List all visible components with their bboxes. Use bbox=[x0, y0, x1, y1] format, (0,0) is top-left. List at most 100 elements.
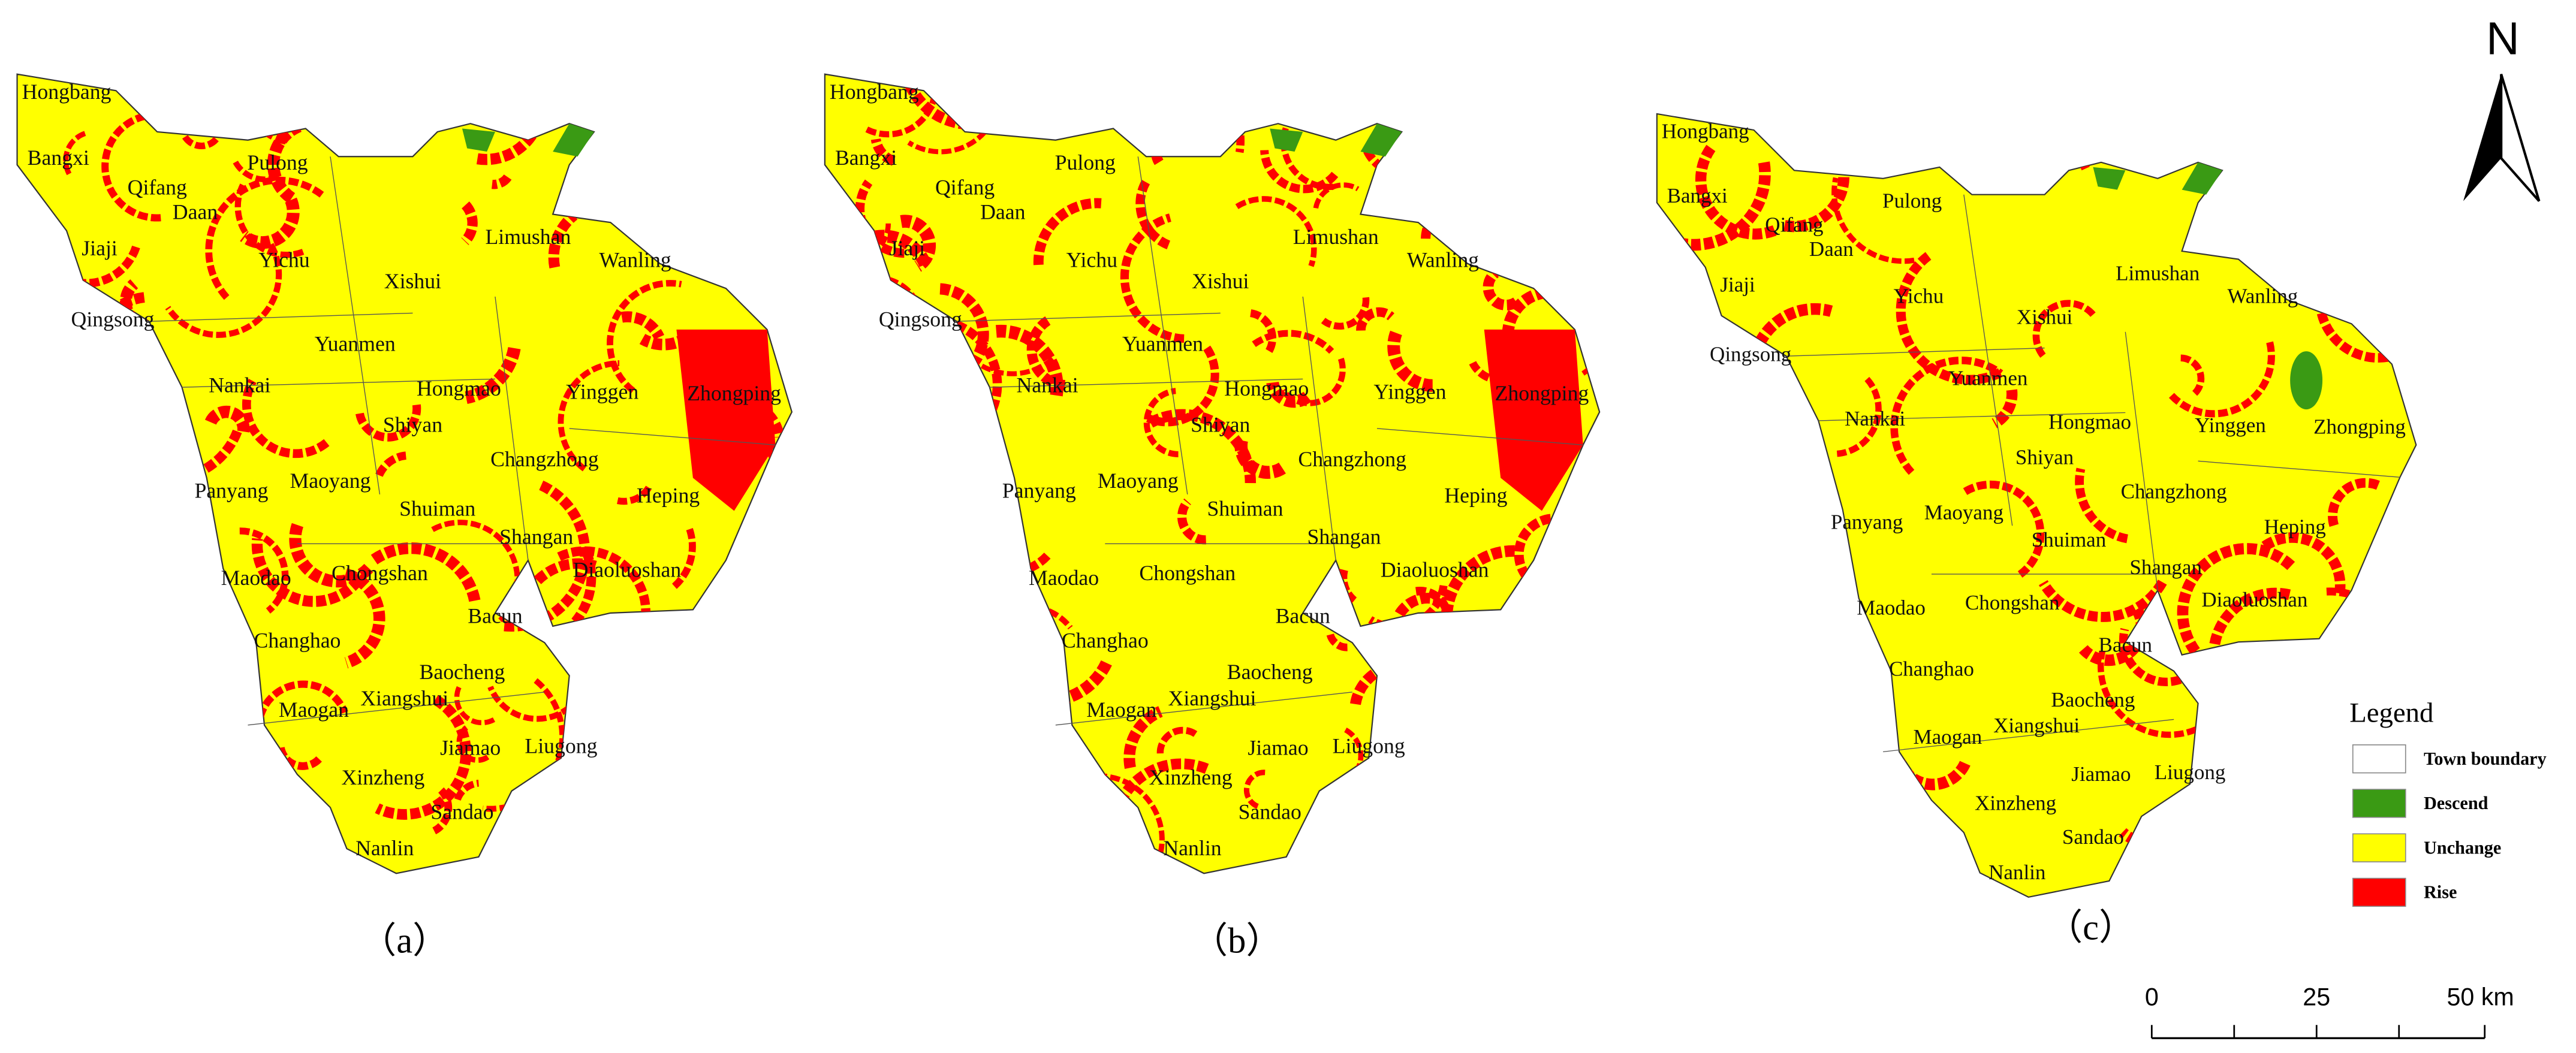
rise-patch bbox=[896, 777, 935, 834]
town-label: Panyang bbox=[1002, 478, 1076, 502]
rise-patch bbox=[1404, 764, 1446, 844]
town-label: Maoyang bbox=[290, 469, 370, 493]
town-label: Changhao bbox=[1889, 657, 1974, 681]
rise-patch bbox=[1156, 726, 1199, 754]
descend-patch bbox=[1270, 128, 1303, 152]
rise-patch bbox=[607, 280, 682, 394]
rise-patch bbox=[557, 93, 637, 126]
rise-patch bbox=[375, 695, 472, 820]
town-label: Maoyang bbox=[1924, 500, 2003, 524]
rise-patch bbox=[834, 365, 926, 415]
rise-patch bbox=[2328, 478, 2383, 527]
town-boundary bbox=[248, 692, 545, 726]
town-label: Yuanmen bbox=[1948, 367, 2027, 390]
rise-patch bbox=[2261, 532, 2346, 595]
town-label: Nankai bbox=[1845, 407, 1905, 430]
town-label: Hongbang bbox=[830, 80, 919, 104]
town-label: Pulong bbox=[1882, 189, 1942, 212]
descend-patch bbox=[2093, 167, 2126, 190]
rise-patch bbox=[63, 130, 89, 176]
rise-patch bbox=[46, 547, 110, 690]
rise-patch bbox=[871, 749, 982, 808]
rise-patch bbox=[461, 201, 478, 245]
town-label: Nanlin bbox=[355, 836, 414, 860]
rise-patch bbox=[107, 398, 153, 460]
rise-patch bbox=[180, 133, 219, 150]
rise-patch bbox=[1514, 74, 1572, 121]
rise-patch bbox=[1146, 345, 1219, 427]
rise-patch bbox=[1123, 706, 1163, 769]
scale-label: 0 bbox=[2145, 983, 2159, 1010]
rise-patch bbox=[1326, 633, 1348, 651]
town-label: Sandao bbox=[430, 800, 493, 824]
town-label: Diaoluoshan bbox=[2201, 588, 2307, 611]
rise-patch bbox=[465, 346, 521, 404]
rise-patch bbox=[671, 528, 696, 590]
panel-label: （a） bbox=[360, 921, 449, 961]
town-label: Hongbang bbox=[1662, 119, 1749, 143]
rise-patch bbox=[534, 558, 599, 584]
town-boundary bbox=[149, 312, 413, 322]
north-arrow-left bbox=[2463, 74, 2502, 201]
town-label: Bangxi bbox=[28, 146, 89, 170]
rise-patch bbox=[1280, 357, 1346, 406]
town-label: Xishui bbox=[2017, 305, 2073, 328]
rise-patch bbox=[143, 782, 219, 818]
town-label: Xishui bbox=[1192, 269, 1249, 293]
rise-patch bbox=[617, 485, 652, 505]
town-label: Limushan bbox=[1293, 225, 1379, 249]
town-label: Bacun bbox=[468, 604, 522, 627]
rise-patch bbox=[1252, 330, 1334, 354]
town-label: Maoyang bbox=[1098, 469, 1179, 493]
town-label: Sandao bbox=[2062, 825, 2124, 849]
town-boundary bbox=[1883, 719, 2174, 753]
rise-patch bbox=[2177, 543, 2297, 655]
rise-patch bbox=[890, 367, 923, 381]
rise-patch bbox=[921, 644, 1014, 677]
rise-patch bbox=[1836, 376, 1882, 457]
rise-patch bbox=[1764, 523, 1814, 548]
town-label: Daan bbox=[173, 200, 218, 224]
rise-patch bbox=[2038, 580, 2167, 622]
rise-patch bbox=[2075, 467, 2128, 544]
rise-patch bbox=[648, 179, 698, 239]
rise-patch bbox=[870, 657, 1004, 716]
rise-patch bbox=[1863, 712, 1886, 734]
town-label: Maodao bbox=[1857, 596, 1926, 619]
rise-patch bbox=[1260, 150, 1339, 194]
north-label: N bbox=[2486, 13, 2520, 65]
rise-patch bbox=[1177, 498, 1206, 545]
town-label: Hongmao bbox=[1224, 376, 1309, 400]
legend-label: Rise bbox=[2424, 882, 2457, 903]
town-label: Shiyan bbox=[383, 412, 442, 436]
town-label: Panyang bbox=[194, 478, 268, 502]
town-label: Shuiman bbox=[399, 497, 475, 521]
rise-patch bbox=[1991, 389, 2018, 429]
rise-patch bbox=[705, 711, 736, 750]
rise-patch bbox=[245, 74, 288, 145]
rise-patch bbox=[226, 783, 279, 874]
rise-patch bbox=[1313, 182, 1360, 209]
rise-patch bbox=[1421, 198, 1498, 239]
town-label: Liugong bbox=[1333, 734, 1405, 758]
town-label: Nanlin bbox=[1163, 836, 1221, 860]
town-label: Nankai bbox=[209, 373, 270, 397]
rise-patch bbox=[1484, 329, 1583, 511]
rise-patch bbox=[67, 621, 137, 719]
town-boundary bbox=[330, 156, 381, 494]
rise-patch bbox=[2032, 300, 2096, 358]
region bbox=[1656, 113, 2417, 898]
town-label: Bangxi bbox=[835, 146, 897, 170]
rise-patch bbox=[1373, 787, 1480, 845]
town-boundary bbox=[182, 378, 495, 388]
rise-patch bbox=[840, 648, 892, 735]
town-label: Liugong bbox=[2155, 761, 2226, 784]
rise-patch bbox=[1085, 79, 1111, 120]
rise-patch bbox=[843, 619, 897, 686]
rise-patch bbox=[796, 322, 815, 379]
town-label: Qifang bbox=[128, 175, 187, 199]
rise-patch bbox=[1466, 146, 1517, 206]
town-label: Yichu bbox=[258, 248, 309, 271]
rise-patch bbox=[558, 360, 620, 472]
